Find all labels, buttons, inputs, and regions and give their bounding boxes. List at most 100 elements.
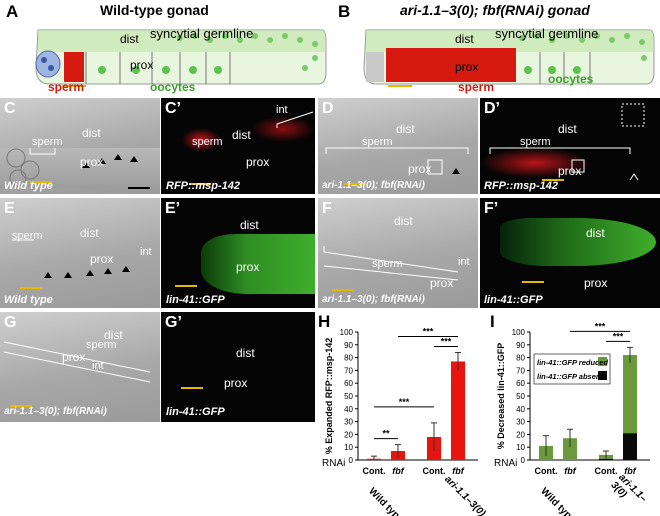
panel-c2-dist: dist — [232, 128, 251, 142]
panel-e2-image — [161, 198, 315, 308]
chart-i-ytick-label: 40 — [516, 405, 525, 414]
chart-h-category-label: fbf — [452, 466, 464, 476]
panel-g-image — [0, 312, 160, 422]
panel-b-dist: dist — [455, 32, 474, 46]
panel-e-label: E — [4, 200, 15, 217]
panel-a-oocytes: oocytes — [150, 80, 196, 94]
panel-d2-caption: RFP::msp-142 — [484, 180, 558, 192]
chart-h-category-label: Cont. — [423, 466, 446, 476]
chart-h-sig-label: *** — [441, 336, 452, 346]
chart-i-ytick-label: 30 — [516, 418, 525, 427]
chart-i-bar-0 — [623, 433, 637, 460]
panel-f-dist: dist — [394, 214, 413, 228]
panel-f-label: F — [322, 200, 332, 217]
panel-f2-label: F’ — [484, 200, 499, 217]
chart-h-category-label: Cont. — [363, 466, 386, 476]
chart-i-legend-swatch — [598, 357, 607, 366]
chart-i-bar-0 — [599, 458, 613, 460]
chart-i-sig-label: *** — [613, 331, 624, 341]
panel-d2-label: D’ — [484, 100, 500, 117]
panel-a-title: Wild-type gonad — [100, 2, 209, 18]
chart-i-category-label: fbf — [564, 466, 576, 476]
panel-g2-caption: lin-41::GFP — [166, 406, 225, 418]
chart-i-category-label: fbf — [624, 466, 636, 476]
chart-i-ytick-label: 10 — [516, 443, 525, 452]
panel-f-prox: prox — [430, 276, 454, 290]
panel-c-sperm: sperm — [32, 136, 63, 148]
chart-i-ytick-label: 80 — [516, 354, 525, 363]
panel-i-label: I — [490, 312, 495, 331]
panel-e2-prox: prox — [236, 260, 260, 274]
panel-f2-dist: dist — [586, 226, 605, 240]
chart-h-ytick-label: 50 — [344, 392, 353, 401]
panel-f2-caption: lin-41::GFP — [484, 294, 543, 306]
panel-d-image — [318, 98, 478, 194]
panel-g2-label: G’ — [165, 314, 182, 331]
chart-i-legend-label: lin-41::GFP absent — [537, 372, 603, 381]
panel-g-int: int — [92, 360, 104, 372]
chart-i-ytick-label: 90 — [516, 341, 525, 350]
panel-g2-prox: prox — [224, 376, 248, 390]
panel-a-prox: prox — [130, 58, 154, 72]
panel-f2-image — [480, 198, 660, 308]
panel-b-sperm: sperm — [458, 80, 495, 94]
chart-h: 0 10 20 30 40 50 60 70 80 90 100% Expanded RFP::ms… — [324, 326, 478, 476]
panel-c2-label: C’ — [165, 100, 181, 117]
panel-h-label: H — [318, 312, 331, 331]
panel-a-sperm: sperm — [48, 80, 85, 94]
panel-g-label: G — [4, 314, 17, 331]
panel-b-title: ari-1.1–3(0); fbf(RNAi) gonad — [400, 2, 590, 18]
chart-i-ytick-label: 20 — [516, 430, 525, 439]
panel-e2-label: E’ — [165, 200, 181, 217]
panel-b-oocytes: oocytes — [548, 72, 594, 86]
panel-e-image — [0, 198, 160, 308]
panel-c-image — [0, 98, 160, 194]
chart-i-bar-1 — [563, 438, 577, 460]
panel-f-image — [318, 198, 478, 308]
chart-h-ytick-label: 40 — [344, 405, 353, 414]
panel-g2-dist: dist — [236, 346, 255, 360]
chart-i-ytick-label: 60 — [516, 379, 525, 388]
panel-c2-caption: RFP::msp-142 — [166, 180, 240, 192]
panel-d-sperm: sperm — [362, 136, 393, 148]
chart-h-bar — [451, 361, 465, 460]
panel-c-caption: Wild type — [4, 180, 53, 192]
panel-e2-caption: lin-41::GFP — [166, 294, 225, 306]
chart-h-ytick-label: 70 — [344, 366, 353, 375]
chart-i-ytick-label: 0 — [521, 456, 526, 465]
panel-e-caption: Wild type — [4, 294, 53, 306]
panel-f-caption: ari-1.1–3(0); fbf(RNAi) — [322, 294, 425, 305]
chart-h-sig-label: *** — [423, 326, 434, 336]
panel-f-int: int — [458, 256, 470, 268]
chart-i-ytick-label: 70 — [516, 366, 525, 375]
panel-e2-dist: dist — [240, 218, 259, 232]
panel-e-sperm: sperm — [12, 230, 43, 242]
chart-i-category-label: Cont. — [535, 466, 558, 476]
panel-g-prox: prox — [62, 350, 86, 364]
chart-i-ylabel: % Decreased lin-41::GFP — [496, 343, 506, 450]
panel-f2-prox: prox — [584, 276, 608, 290]
panel-e-int: int — [140, 246, 152, 258]
panel-b-germline: syncytial germline — [495, 26, 599, 41]
chart-h-ytick-label: 60 — [344, 379, 353, 388]
chart-i: 0 10 20 30 40 50 60 70 80 90 100 % Decreased lin-41… — [496, 321, 650, 476]
mutant-gonad-diagram — [363, 29, 655, 87]
panel-b-label: B — [338, 2, 351, 21]
panel-c-prox: prox — [80, 155, 104, 169]
panel-d2-sperm: sperm — [520, 136, 551, 148]
chart-h-ytick-label: 100 — [340, 328, 354, 337]
chart-i-legend-label: lin-41::GFP reduced — [537, 358, 608, 367]
panel-g-dist: dist — [104, 328, 123, 342]
panel-b-prox: prox — [455, 60, 479, 74]
panel-e-prox: prox — [90, 252, 114, 266]
chart-h-ytick-label: 10 — [344, 443, 353, 452]
chart-i-category-label: Cont. — [595, 466, 618, 476]
panel-c2-int: int — [276, 104, 288, 116]
chart-i-rnai: RNAi — [494, 458, 518, 469]
panel-g-caption: ari-1.1–3(0); fbf(RNAi) — [4, 406, 107, 417]
panel-c-label: C — [4, 100, 16, 117]
chart-i-legend-box — [533, 353, 611, 385]
chart-i-ytick-label: 100 — [512, 328, 526, 337]
panel-d2-image — [480, 98, 660, 194]
